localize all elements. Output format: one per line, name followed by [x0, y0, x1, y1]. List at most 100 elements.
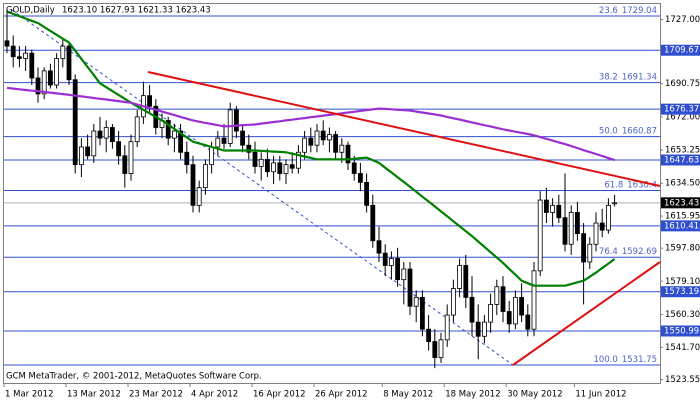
fib-price: 1660.87: [622, 126, 657, 136]
y-tick-label: 1634.50: [665, 179, 700, 189]
candle-body: [531, 270, 537, 330]
candle-body: [450, 288, 456, 316]
y-tick-label: 1615.95: [665, 212, 700, 222]
price-level-label: 1573.19: [664, 287, 699, 297]
candle-body: [606, 204, 611, 231]
fib-ratio: 61.8: [604, 180, 623, 190]
fib-ratio: 23.6: [599, 5, 618, 15]
candle-body: [388, 258, 394, 266]
candle-body: [382, 252, 388, 266]
candle-body: [202, 164, 208, 189]
price-level-box: [661, 220, 700, 232]
candle-body: [345, 144, 351, 164]
candle-body: [289, 164, 295, 169]
current-price-label: 1623.43: [664, 198, 699, 208]
y-tick-label: 1727.00: [665, 15, 700, 25]
candle-body: [29, 52, 35, 79]
candle-body: [587, 243, 593, 263]
x-tick-label: 26 Apr 2012: [315, 390, 368, 400]
candle-body: [215, 137, 221, 148]
fib-level-label: 61.8 1630.4: [604, 180, 657, 190]
x-tick-label: 1 Mar 2012: [5, 390, 53, 400]
candle-body: [339, 144, 345, 153]
candle-body: [116, 141, 121, 157]
fib-level-label: 38.2 1691.34: [599, 72, 657, 82]
candle-body: [581, 233, 586, 263]
fib-ratio: 100.0: [594, 355, 618, 365]
candle-body: [171, 130, 177, 139]
candle-body: [66, 45, 72, 81]
candle-body: [575, 212, 580, 235]
candle-body: [457, 265, 463, 289]
candle-body: [233, 109, 239, 132]
candle-body: [612, 202, 617, 205]
x-tick-label: 23 Mar 2012: [129, 390, 183, 400]
y-tick-label: 1523.55: [665, 375, 700, 385]
candle-body: [488, 304, 494, 323]
fib-ratio: 50.0: [599, 126, 618, 136]
candle-body: [438, 339, 444, 358]
x-tick-label: 11 Jun 2012: [575, 390, 626, 400]
candle-body: [91, 130, 97, 157]
candle-body: [23, 52, 29, 59]
candle-body: [147, 95, 153, 107]
price-level-label: 1676.37: [664, 105, 699, 115]
price-level-label: 1550.99: [664, 326, 699, 336]
candle-body: [302, 137, 308, 153]
price-level-box: [661, 325, 700, 337]
candle-body: [593, 222, 599, 245]
candle-body: [4, 40, 10, 47]
fib-price: 1691.34: [622, 72, 657, 82]
candle-body: [469, 296, 475, 323]
candle-body: [568, 212, 574, 245]
fib-level-label: 23.6 1729.04: [599, 5, 657, 15]
candle-body: [72, 79, 78, 166]
candle-body: [60, 45, 66, 59]
candle-body: [128, 141, 134, 174]
resistance-trendline: [147, 71, 661, 187]
fib-level-label: 100.0 1531.75: [594, 355, 658, 365]
price-level-label: 1709.67: [664, 46, 699, 56]
candle-body: [308, 137, 314, 146]
price-level-box: [661, 154, 700, 166]
candle-body: [240, 130, 246, 146]
fib-ratio: 38.2: [599, 72, 618, 82]
fib-price: 1531.75: [622, 355, 657, 365]
fib-level-label: 50.0 1660.87: [599, 126, 657, 136]
fib-level-label: 76.4 1592.69: [599, 247, 657, 257]
quote: 1623.10 1627.93 1621.33 1623.43: [62, 6, 211, 16]
candle-body: [320, 130, 326, 141]
current-price-box: [661, 197, 700, 209]
candle-body: [196, 187, 202, 206]
candle-body: [599, 222, 605, 231]
candle-body: [35, 77, 41, 95]
candle-body: [401, 268, 407, 281]
candle-body: [165, 120, 171, 139]
candle-body: [463, 265, 469, 298]
x-tick-label: 16 Apr 2012: [253, 390, 306, 400]
candle-body: [376, 240, 382, 254]
candle-body: [556, 204, 562, 219]
candle-body: [444, 314, 450, 341]
candle-body: [16, 56, 22, 59]
candle-body: [246, 144, 252, 153]
candle-body: [544, 199, 549, 213]
candle-body: [252, 151, 258, 167]
candle-body: [54, 58, 59, 86]
candle-body: [506, 311, 512, 325]
price-level-label: 1647.63: [664, 156, 699, 166]
candle-body: [407, 268, 413, 307]
x-tick-label: 13 Mar 2012: [67, 390, 121, 400]
candle-body: [562, 217, 568, 245]
candle-body: [283, 164, 289, 174]
price-level-box: [661, 44, 700, 56]
candle-body: [525, 314, 531, 330]
y-tick-label: 1690.75: [665, 79, 700, 89]
candle-body: [364, 181, 370, 206]
y-axis: 1727.00 1690.75 1672.00 1653.25 1634.50 1615.…: [660, 15, 700, 385]
x-tick-label: 18 May 2012: [445, 390, 500, 400]
candle-body: [277, 162, 283, 174]
